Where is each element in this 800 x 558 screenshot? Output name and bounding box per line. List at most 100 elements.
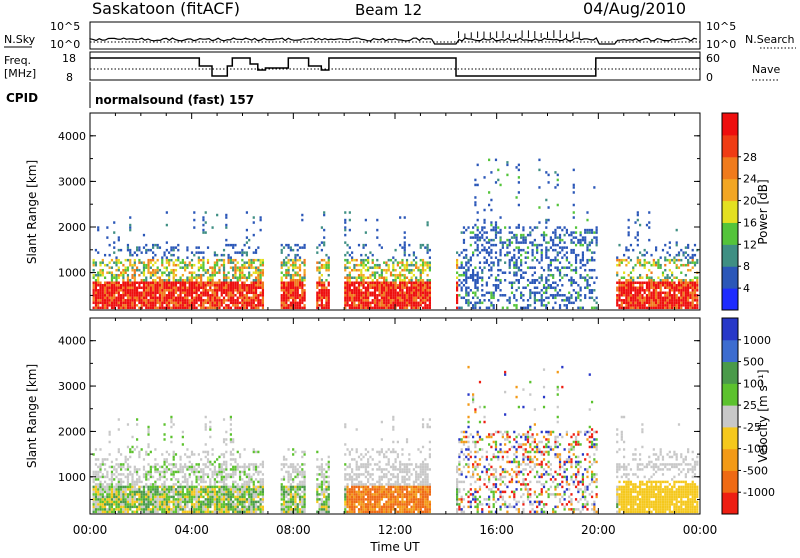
range-gate-cell xyxy=(111,501,113,503)
range-gate-cell xyxy=(189,287,191,290)
range-gate-cell xyxy=(228,292,230,295)
range-gate-cell xyxy=(143,511,145,513)
range-gate-cell xyxy=(150,486,152,488)
range-gate-cell xyxy=(349,261,351,264)
range-gate-cell xyxy=(680,292,682,295)
range-gate-cell xyxy=(646,289,648,292)
range-gate-cell xyxy=(575,261,577,264)
range-gate-cell xyxy=(95,299,97,302)
range-gate-cell xyxy=(223,266,225,269)
range-gate-cell xyxy=(388,284,390,287)
range-gate-cell xyxy=(170,254,172,257)
range-gate-cell xyxy=(694,244,696,247)
range-gate-cell xyxy=(257,279,259,282)
range-gate-cell xyxy=(200,496,202,498)
range-gate-cell xyxy=(202,231,204,234)
range-gate-cell xyxy=(365,292,367,295)
range-gate-cell xyxy=(531,229,533,232)
range-gate-cell xyxy=(388,297,390,300)
range-gate-cell xyxy=(292,274,294,277)
range-gate-cell xyxy=(95,274,97,277)
range-gate-cell xyxy=(488,269,490,272)
range-gate-cell xyxy=(456,302,458,305)
range-gate-cell xyxy=(173,453,175,455)
range-gate-cell xyxy=(404,276,406,279)
range-gate-cell xyxy=(463,284,465,287)
range-gate-cell xyxy=(253,287,255,290)
range-gate-cell xyxy=(372,271,374,274)
range-gate-cell xyxy=(255,266,257,269)
range-gate-cell xyxy=(182,488,184,490)
range-gate-cell xyxy=(232,299,234,302)
range-gate-cell xyxy=(299,276,301,279)
range-gate-cell xyxy=(666,274,668,277)
range-gate-cell xyxy=(541,251,543,254)
range-gate-cell xyxy=(184,292,186,295)
range-gate-cell xyxy=(95,289,97,292)
range-gate-cell xyxy=(678,292,680,295)
range-gate-cell xyxy=(689,261,691,264)
range-gate-cell xyxy=(639,294,641,297)
range-gate-cell xyxy=(422,299,424,302)
range-gate-cell xyxy=(360,279,362,282)
range-gate-cell xyxy=(531,259,533,262)
range-gate-cell xyxy=(207,466,209,468)
range-gate-cell xyxy=(630,304,632,307)
range-gate-cell xyxy=(182,486,184,488)
range-gate-cell xyxy=(401,279,403,282)
range-gate-cell xyxy=(632,266,634,269)
range-gate-cell xyxy=(646,274,648,277)
range-gate-cell xyxy=(221,292,223,295)
range-gate-cell xyxy=(644,259,646,262)
range-gate-cell xyxy=(534,271,536,274)
range-gate-cell xyxy=(122,503,124,505)
range-gate-cell xyxy=(378,274,380,277)
range-gate-cell xyxy=(154,284,156,287)
range-gate-cell xyxy=(639,302,641,305)
range-gate-cell xyxy=(552,307,554,310)
range-gate-cell xyxy=(399,281,401,284)
range-gate-cell xyxy=(390,304,392,307)
range-gate-cell xyxy=(157,271,159,274)
range-gate-cell xyxy=(676,284,678,287)
range-gate-cell xyxy=(344,266,346,269)
range-gate-cell xyxy=(427,279,429,282)
range-gate-cell xyxy=(554,249,556,252)
range-gate-cell xyxy=(290,289,292,292)
range-gate-cell xyxy=(120,468,122,470)
range-gate-cell xyxy=(522,241,524,244)
range-gate-cell xyxy=(232,481,234,483)
range-gate-cell xyxy=(637,297,639,300)
range-gate-cell xyxy=(518,191,520,194)
range-gate-cell xyxy=(207,294,209,297)
range-gate-cell xyxy=(173,476,175,478)
range-gate-cell xyxy=(159,287,161,290)
range-gate-cell xyxy=(136,292,138,295)
range-gate-cell xyxy=(399,287,401,290)
range-gate-cell xyxy=(509,264,511,267)
range-gate-cell xyxy=(687,246,689,249)
range-gate-cell xyxy=(218,279,220,282)
range-gate-cell xyxy=(297,274,299,277)
range-gate-cell xyxy=(143,294,145,297)
range-gate-cell xyxy=(118,269,120,272)
range-gate-cell xyxy=(152,466,154,468)
range-gate-cell xyxy=(349,292,351,295)
range-gate-cell xyxy=(664,297,666,300)
range-gate-cell xyxy=(125,503,127,505)
range-gate-cell xyxy=(527,279,529,282)
range-gate-cell xyxy=(138,292,140,295)
range-gate-cell xyxy=(189,299,191,302)
range-gate-cell xyxy=(568,302,570,305)
range-gate-cell xyxy=(241,493,243,495)
range-gate-cell xyxy=(152,284,154,287)
range-gate-cell xyxy=(538,221,540,224)
range-gate-cell xyxy=(120,249,122,252)
range-gate-cell xyxy=(472,226,474,229)
range-gate-cell xyxy=(106,289,108,292)
range-gate-cell xyxy=(415,304,417,307)
range-gate-cell xyxy=(577,294,579,297)
range-gate-cell xyxy=(349,287,351,290)
range-gate-cell xyxy=(655,304,657,307)
range-gate-cell xyxy=(570,302,572,305)
